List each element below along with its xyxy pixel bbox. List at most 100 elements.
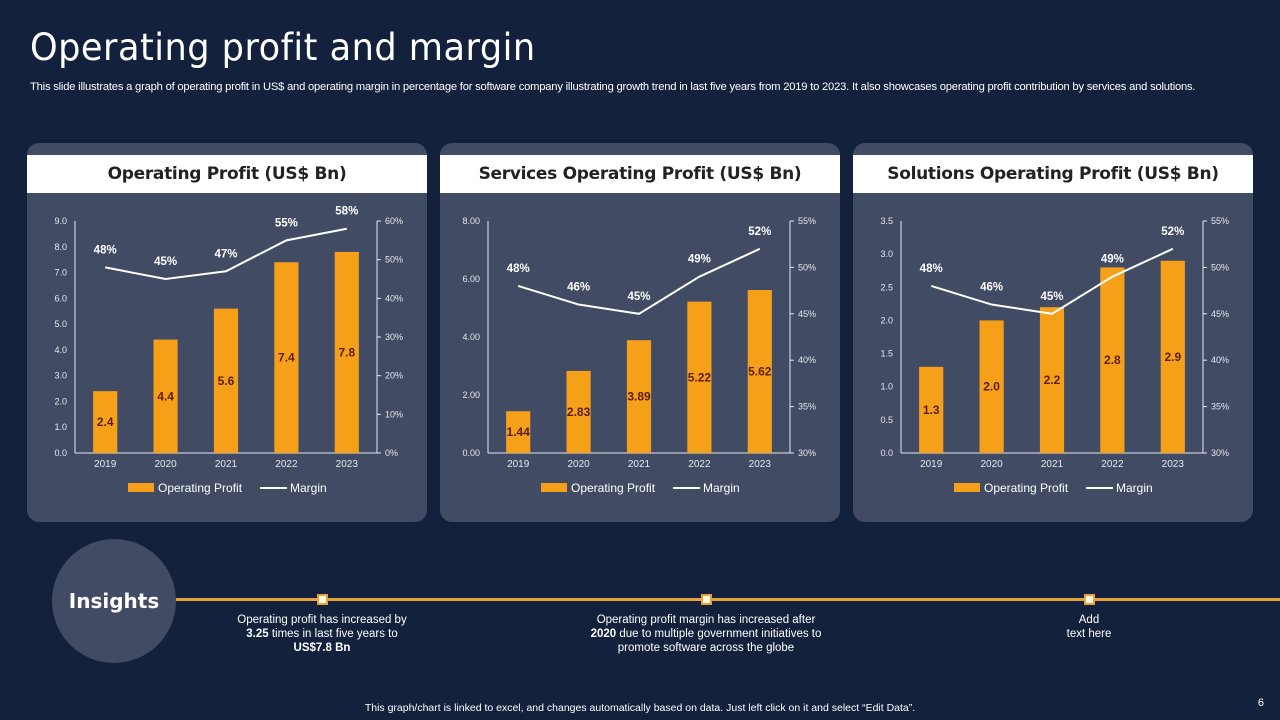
x-tick-label: 2021 <box>628 459 651 470</box>
insight-text: times in last five years to <box>268 628 398 640</box>
bar-data-label: 7.4 <box>278 351 295 365</box>
legend-label-margin: Margin <box>290 481 327 495</box>
page-number: 6 <box>1257 697 1264 709</box>
y-tick-label: 8.0 <box>54 242 67 252</box>
x-tick-label: 2023 <box>336 459 359 470</box>
x-tick-label: 2020 <box>154 459 177 470</box>
margin-data-label: 49% <box>688 254 711 266</box>
bar-data-label: 2.9 <box>1164 350 1181 364</box>
legend-label-operating-profit: Operating Profit <box>571 481 656 495</box>
x-tick-label: 2019 <box>920 459 943 470</box>
margin-data-label: 52% <box>1161 226 1184 238</box>
chart-title: Operating Profit (US$ Bn) <box>27 155 427 193</box>
y-tick-label: 0.0 <box>54 448 67 458</box>
bar-2023 <box>747 290 772 453</box>
y-tick-label: 5.0 <box>54 319 67 329</box>
x-tick-label: 2022 <box>275 459 298 470</box>
bar-data-label: 2.4 <box>97 415 114 429</box>
insight-text-2: Operating profit margin has increased af… <box>566 613 846 655</box>
margin-data-label: 55% <box>275 217 298 229</box>
margin-data-label: 48% <box>507 263 530 275</box>
chart-title: Services Operating Profit (US$ Bn) <box>440 155 840 193</box>
y2-tick-label: 30% <box>1211 448 1229 458</box>
y2-tick-label: 35% <box>798 402 816 412</box>
y-tick-label: 3.0 <box>880 249 893 259</box>
legend-swatch-bar <box>128 483 154 492</box>
bar-data-label: 5.22 <box>688 370 712 384</box>
insight-text: promote software across the globe <box>617 642 795 654</box>
y2-tick-label: 50% <box>798 262 816 272</box>
y-tick-label: 0.5 <box>880 415 893 425</box>
bar-data-label: 5.6 <box>218 374 235 388</box>
chart-svg[interactable]: 0.00 2.00 4.00 6.00 8.00 30% 35% 40% 45% 50% 55% 1.… <box>440 143 840 522</box>
y-tick-label: 1.5 <box>880 349 893 359</box>
bar-2020 <box>153 339 178 453</box>
insight-text: Operating profit has increased by <box>237 614 407 626</box>
bar-data-label: 5.62 <box>748 365 772 379</box>
footer-note: This graph/chart is linked to excel, and… <box>364 702 916 714</box>
y2-tick-label: 40% <box>798 355 816 365</box>
bar-2019 <box>506 411 531 453</box>
chart-panel-operating-profit[interactable]: 0.0 1.0 2.0 3.0 4.0 5.0 6.0 7.0 8.0 9.0 0% 10% 20% 30… <box>27 143 427 522</box>
y-tick-label: 6.0 <box>54 293 67 303</box>
chart-panel-services-operating-profit[interactable]: 0.00 2.00 4.00 6.00 8.00 30% 35% 40% 45% 50% 55% 1.… <box>440 143 840 522</box>
y-tick-label: 7.0 <box>54 268 67 278</box>
margin-data-label: 45% <box>1040 291 1063 303</box>
y-tick-label: 1.0 <box>880 382 893 392</box>
y-tick-label: 3.5 <box>880 216 893 226</box>
insight-text-1: Operating profit has increased by 3.25 t… <box>182 613 462 655</box>
y2-tick-label: 45% <box>1211 309 1229 319</box>
legend-label-operating-profit: Operating Profit <box>158 481 243 495</box>
bar-2019 <box>919 366 944 453</box>
bar-2020 <box>566 370 591 453</box>
x-tick-label: 2021 <box>215 459 238 470</box>
y-tick-label: 0.0 <box>880 448 893 458</box>
y-tick-label: 0.00 <box>462 448 480 458</box>
bar-2022 <box>687 301 712 453</box>
y-tick-label: 2.5 <box>880 282 893 292</box>
legend-swatch-bar <box>954 483 980 492</box>
margin-data-label: 47% <box>214 248 237 260</box>
y-tick-label: 2.0 <box>54 396 67 406</box>
y2-tick-label: 40% <box>1211 355 1229 365</box>
bar-data-label: 2.83 <box>567 405 591 419</box>
bar-data-label: 3.89 <box>627 390 651 404</box>
x-tick-label: 2022 <box>688 459 711 470</box>
chart-svg[interactable]: 0.0 1.0 2.0 3.0 4.0 5.0 6.0 7.0 8.0 9.0 0% 10% 20% 30… <box>27 143 427 522</box>
x-tick-label: 2020 <box>980 459 1003 470</box>
bar-data-label: 2.8 <box>1104 353 1121 367</box>
y-tick-label: 8.00 <box>462 216 480 226</box>
chart-panel-solutions-operating-profit[interactable]: 0.0 0.5 1.0 1.5 2.0 2.5 3.0 3.5 30% 35% 40% 45% 50% 5… <box>853 143 1253 522</box>
x-tick-label: 2023 <box>1162 459 1185 470</box>
insight-highlight: 2020 <box>590 628 617 640</box>
y-tick-label: 3.0 <box>54 371 67 381</box>
insight-placeholder: text here <box>1066 628 1112 640</box>
bar-data-label: 4.4 <box>157 389 174 403</box>
y2-tick-label: 0% <box>385 448 398 458</box>
timeline-line <box>176 598 1280 601</box>
bar-2021 <box>1039 307 1065 453</box>
bar-2021 <box>626 340 652 453</box>
margin-line <box>517 247 761 315</box>
bar-2019 <box>93 391 118 453</box>
y2-tick-label: 50% <box>385 255 403 265</box>
y2-tick-label: 30% <box>798 448 816 458</box>
slide-title: Operating profit and margin <box>30 26 536 69</box>
bar-data-label: 1.44 <box>507 425 531 439</box>
timeline-marker <box>701 594 712 605</box>
margin-data-label: 48% <box>920 263 943 275</box>
timeline-marker <box>1084 594 1095 605</box>
y-tick-label: 9.0 <box>54 216 67 226</box>
legend-label-margin: Margin <box>703 481 740 495</box>
y2-tick-label: 45% <box>798 309 816 319</box>
margin-data-label: 49% <box>1101 254 1124 266</box>
y2-tick-label: 60% <box>385 216 403 226</box>
y2-tick-label: 30% <box>385 332 403 342</box>
chart-svg[interactable]: 0.0 0.5 1.0 1.5 2.0 2.5 3.0 3.5 30% 35% 40% 45% 50% 5… <box>853 143 1253 522</box>
y2-tick-label: 40% <box>385 293 403 303</box>
bar-data-label: 1.3 <box>923 403 940 417</box>
x-tick-label: 2022 <box>1101 459 1124 470</box>
slide-subtitle: This slide illustrates a graph of operat… <box>30 81 1196 93</box>
insight-text-3[interactable]: Add text here <box>949 613 1229 641</box>
insight-text: Operating profit margin has increased af… <box>596 614 816 626</box>
